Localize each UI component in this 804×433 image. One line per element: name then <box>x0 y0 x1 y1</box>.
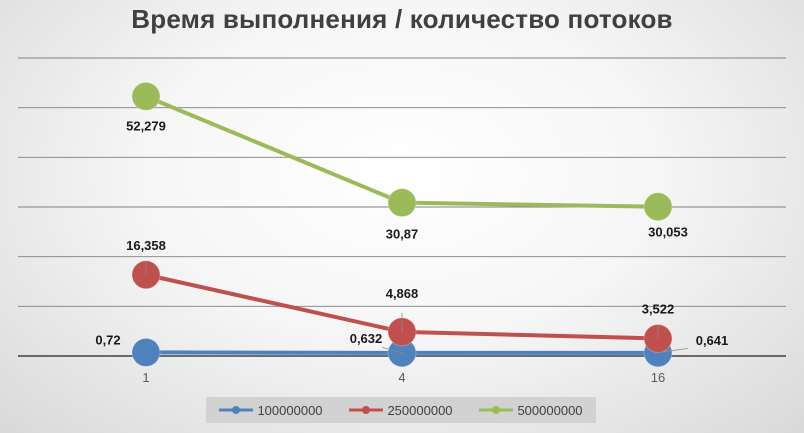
label-leader-line <box>657 348 688 354</box>
x-tick-label: 1 <box>142 370 149 385</box>
data-label: 4,868 <box>386 286 419 301</box>
legend-swatch-series-3 <box>479 406 514 414</box>
legend: 100000000 250000000 500000000 <box>206 397 596 423</box>
legend-entry-series-1: 100000000 <box>219 402 323 418</box>
data-label: 30,053 <box>648 225 688 240</box>
data-label: 52,279 <box>126 118 166 133</box>
data-point-3 <box>387 188 417 218</box>
data-label: 0,641 <box>696 333 729 348</box>
legend-entry-series-3: 500000000 <box>479 402 583 418</box>
chart-title: Время выполнения / количество потоков <box>131 4 673 34</box>
data-label: 0,72 <box>95 332 120 347</box>
legend-label-series-2: 250000000 <box>387 402 453 418</box>
legend-swatch-series-1 <box>219 406 254 414</box>
x-tick-label: 16 <box>651 370 665 385</box>
data-point-1 <box>131 337 161 367</box>
data-label: 3,522 <box>642 302 675 317</box>
label-leader-line <box>382 346 403 354</box>
data-point-3 <box>643 192 673 222</box>
legend-label-series-1: 100000000 <box>257 402 323 418</box>
data-point-3 <box>131 81 161 111</box>
legend-label-series-3: 500000000 <box>517 402 583 418</box>
x-tick-label: 4 <box>398 370 405 385</box>
data-label: 0,632 <box>350 331 383 346</box>
data-label: 30,87 <box>386 227 419 242</box>
data-label: 16,358 <box>126 238 166 253</box>
legend-entry-series-2: 250000000 <box>349 402 453 418</box>
legend-swatch-series-2 <box>349 406 384 414</box>
